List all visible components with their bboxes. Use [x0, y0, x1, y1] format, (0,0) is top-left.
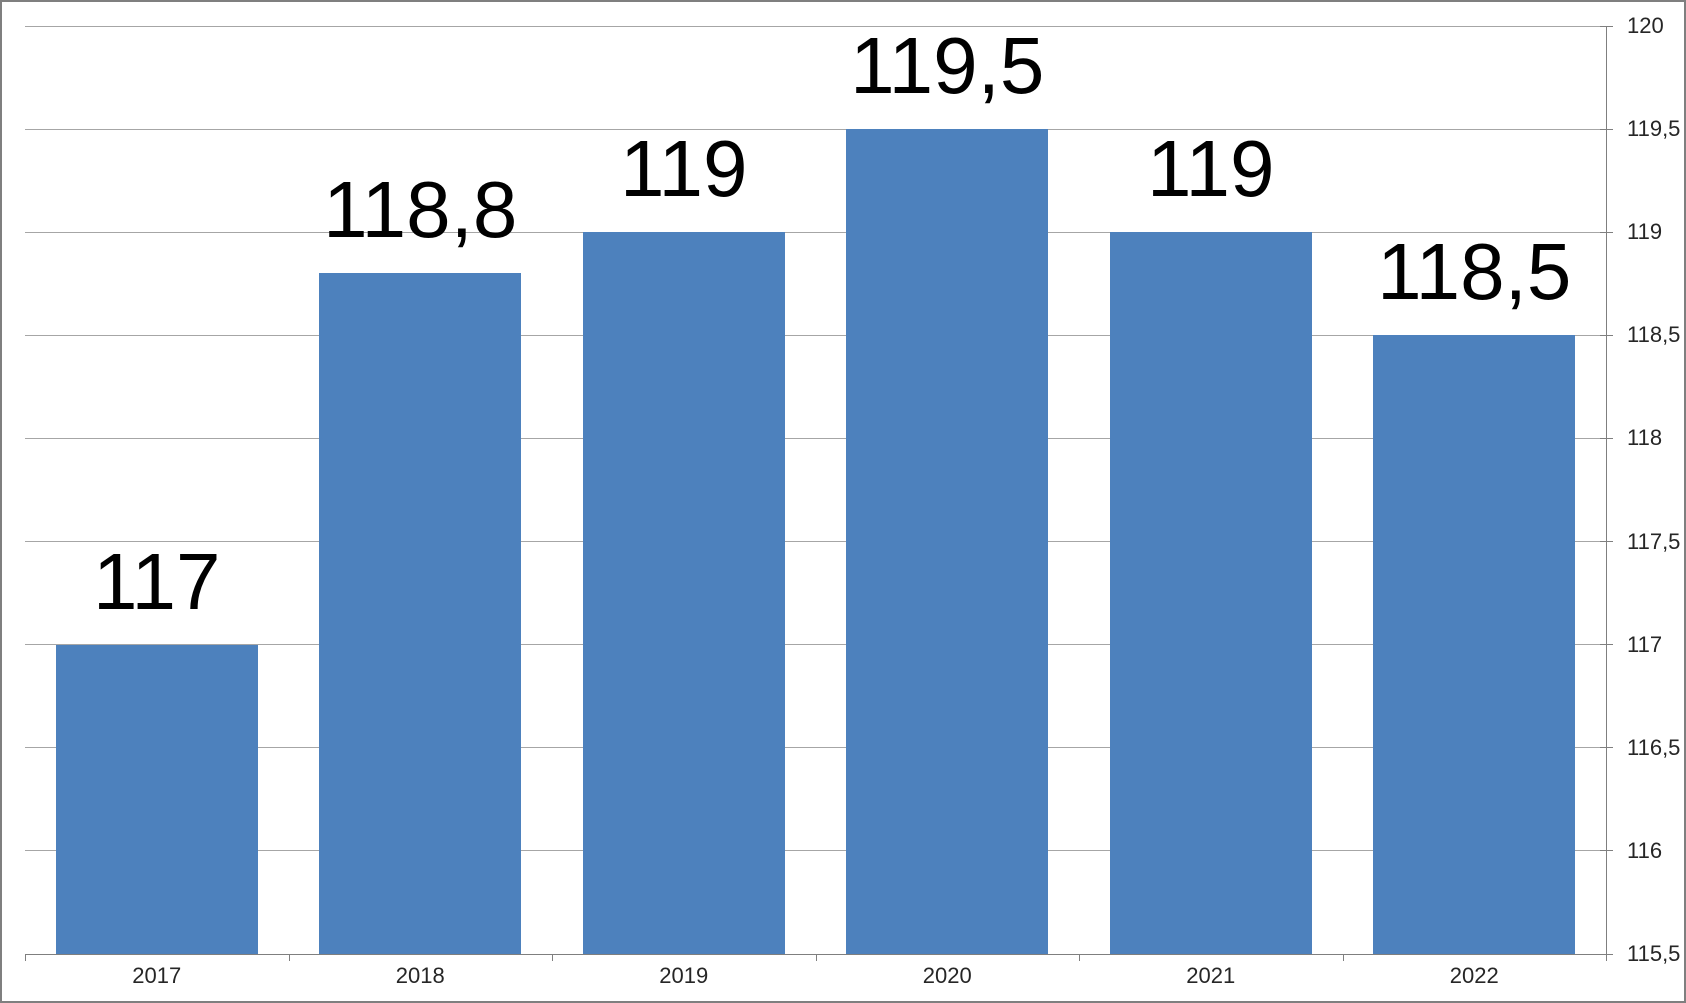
y-axis-line [1606, 26, 1607, 954]
y-gridline [25, 747, 1606, 749]
bar-2017 [55, 644, 258, 954]
y-gridline [25, 128, 1606, 130]
y-axis-tick-label: 116,5 [1627, 734, 1681, 760]
y-axis-tick-label: 116 [1627, 837, 1663, 863]
bar-2021 [1109, 232, 1312, 954]
y-gridline [25, 25, 1606, 27]
x-axis-tick-label: 2019 [659, 963, 709, 988]
y-gridline [25, 231, 1606, 233]
y-axis-tick-label: 117 [1627, 631, 1663, 657]
y-axis-tick-label: 119 [1627, 219, 1663, 245]
x-axis-tick [1606, 954, 1607, 961]
y-gridline [25, 334, 1606, 336]
bar-data-label: 119 [1146, 124, 1275, 214]
x-axis-tick-label: 2021 [1186, 963, 1236, 988]
x-axis-line [25, 954, 1613, 955]
x-axis-tick [25, 954, 26, 961]
y-gridline [25, 541, 1606, 543]
y-axis-tick-label: 120 [1627, 13, 1664, 38]
bar-data-label: 118,5 [1377, 227, 1572, 317]
x-axis-tick [815, 954, 817, 961]
y-gridline [25, 850, 1606, 852]
x-axis-tick [552, 954, 553, 961]
y-axis-tick-label: 119,5 [1627, 116, 1681, 142]
x-axis-tick [1342, 954, 1344, 961]
y-gridline [25, 437, 1606, 439]
y-axis-tick-label: 115,5 [1627, 941, 1681, 966]
x-axis-tick-label: 2022 [1449, 963, 1499, 988]
bar-data-label: 117 [92, 536, 221, 626]
y-axis-tick-label: 118 [1627, 425, 1663, 451]
x-axis-tick [1079, 954, 1080, 961]
x-axis-tick [288, 954, 290, 961]
bar-data-label: 119 [619, 124, 748, 214]
bar-2022 [1373, 335, 1576, 954]
bar-2019 [582, 232, 785, 954]
x-axis-tick-label: 2020 [922, 963, 972, 988]
bar-data-label: 119,5 [850, 21, 1045, 111]
y-axis-tick-label: 117,5 [1627, 528, 1681, 554]
bar-2020 [846, 129, 1049, 954]
y-gridline [25, 644, 1606, 646]
x-axis-tick-label: 2017 [132, 963, 182, 988]
y-axis-tick-label: 118,5 [1627, 322, 1681, 348]
bar-data-label: 118,8 [323, 165, 518, 255]
bar-2018 [319, 273, 522, 954]
x-axis-tick-label: 2018 [395, 963, 445, 988]
